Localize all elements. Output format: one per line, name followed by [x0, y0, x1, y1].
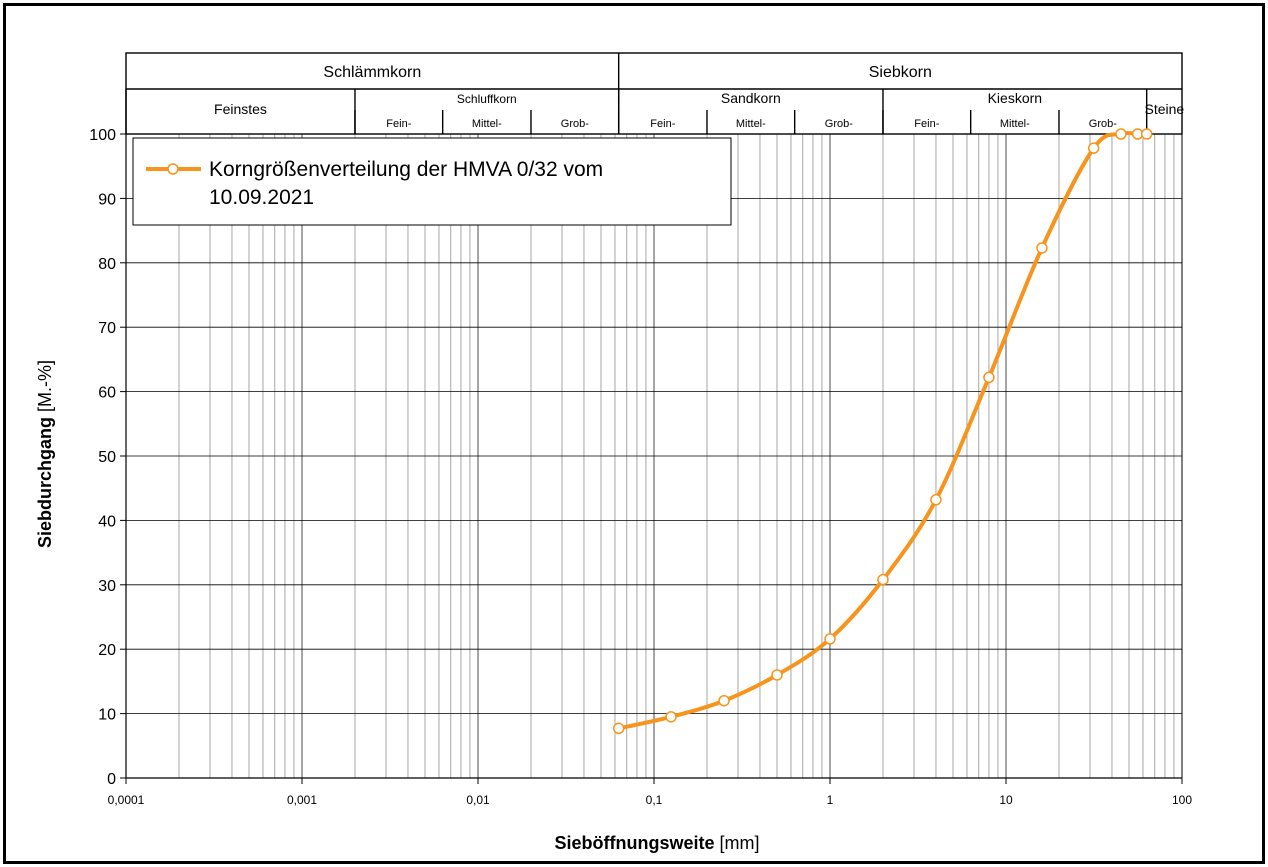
header-row1-label: Siebkorn: [869, 64, 932, 81]
header-sub-label: Mittel-: [1000, 118, 1030, 130]
data-point: [612, 722, 625, 735]
x-axis-title-unit: [mm]: [715, 833, 760, 853]
y-tick-label: 30: [98, 578, 116, 595]
data-point: [930, 494, 942, 506]
data-point: [665, 711, 677, 723]
x-tick-label: 0,1: [646, 793, 663, 807]
header-row2-label: Schluffkorn: [457, 92, 517, 106]
header-sub-label: Grob-: [825, 118, 853, 130]
data-point: [1115, 128, 1127, 140]
data-point: [877, 573, 889, 586]
axes: 0 10 20 30 40 50 60 70 80 90 100 0,0001 0,001 0,01 0,1…: [89, 127, 1192, 807]
header-sub-label: Fein-: [386, 118, 411, 130]
y-tick-label: 70: [98, 320, 116, 337]
legend-label-line1: Korngrößenverteilung der HMVA 0/32 vom: [209, 158, 603, 181]
x-tick-label: 0,001: [287, 793, 317, 807]
header-sub-label: Fein-: [914, 118, 939, 130]
header-row2-label: Feinstes: [214, 101, 267, 117]
y-axis-title-main: Siebdurchgang: [35, 417, 55, 548]
grain-size-chart: Schlämmkorn Siebkorn Feinstes Schluffkorn Sa…: [35, 52, 1192, 853]
grid: [126, 133, 1182, 779]
legend-label-line2: 10.09.2021: [209, 186, 314, 209]
x-tick-label: 100: [1172, 793, 1192, 807]
data-point: [983, 371, 995, 384]
y-tick-label: 10: [98, 707, 116, 724]
legend: Korngrößenverteilung der HMVA 0/32 vom 1…: [132, 137, 732, 226]
y-tick-label: 90: [98, 191, 116, 208]
header-sub-label: Grob-: [1089, 118, 1117, 130]
x-tick-label: 10: [999, 793, 1013, 807]
y-axis-title: Siebdurchgang [M.-%]: [35, 360, 55, 548]
header-row2-label: Steine: [1144, 101, 1184, 117]
y-axis-title-unit: [M.-%]: [35, 360, 55, 417]
y-tick-label: 80: [98, 256, 116, 273]
y-tick-label: 100: [89, 127, 116, 144]
y-tick-label: 0: [107, 771, 116, 788]
header-sub-label: Grob-: [561, 118, 589, 130]
x-axis-title: Sieböffnungsweite [mm]: [554, 833, 759, 853]
legend-box: [132, 137, 732, 226]
data-point: [771, 669, 783, 681]
x-tick-label: 1: [827, 793, 834, 807]
data-point: [824, 633, 836, 645]
y-tick-label: 20: [98, 642, 116, 659]
y-tick-label: 60: [98, 385, 116, 402]
x-tick-label: 0,01: [466, 793, 490, 807]
chart-frame: Schlämmkorn Siebkorn Feinstes Schluffkorn Sa…: [3, 3, 1265, 864]
data-point: [1140, 128, 1153, 140]
series: [612, 128, 1153, 735]
header-sub-label: Mittel-: [736, 118, 766, 130]
y-tick-label: 50: [98, 449, 116, 466]
data-point: [1036, 242, 1048, 254]
x-axis-title-main: Sieböffnungsweite: [554, 833, 714, 853]
header-row2-label: Kieskorn: [988, 90, 1042, 106]
x-tick-label: 0,0001: [108, 793, 145, 807]
data-point: [1087, 142, 1100, 154]
header-sub-label: Fein-: [650, 118, 675, 130]
y-tick-label: 40: [98, 513, 116, 530]
data-point: [718, 694, 730, 707]
header-row2-label: Sandkorn: [721, 90, 781, 106]
header-sub-label: Mittel-: [472, 118, 502, 130]
header-row1-label: Schlämmkorn: [323, 64, 421, 81]
classification-header: Schlämmkorn Siebkorn Feinstes Schluffkorn Sa…: [125, 52, 1184, 135]
axis-titles: Sieböffnungsweite [mm] Siebdurchgang [M.…: [35, 360, 760, 853]
header-table-border: [125, 52, 1183, 135]
legend-marker-sample: [167, 163, 179, 175]
